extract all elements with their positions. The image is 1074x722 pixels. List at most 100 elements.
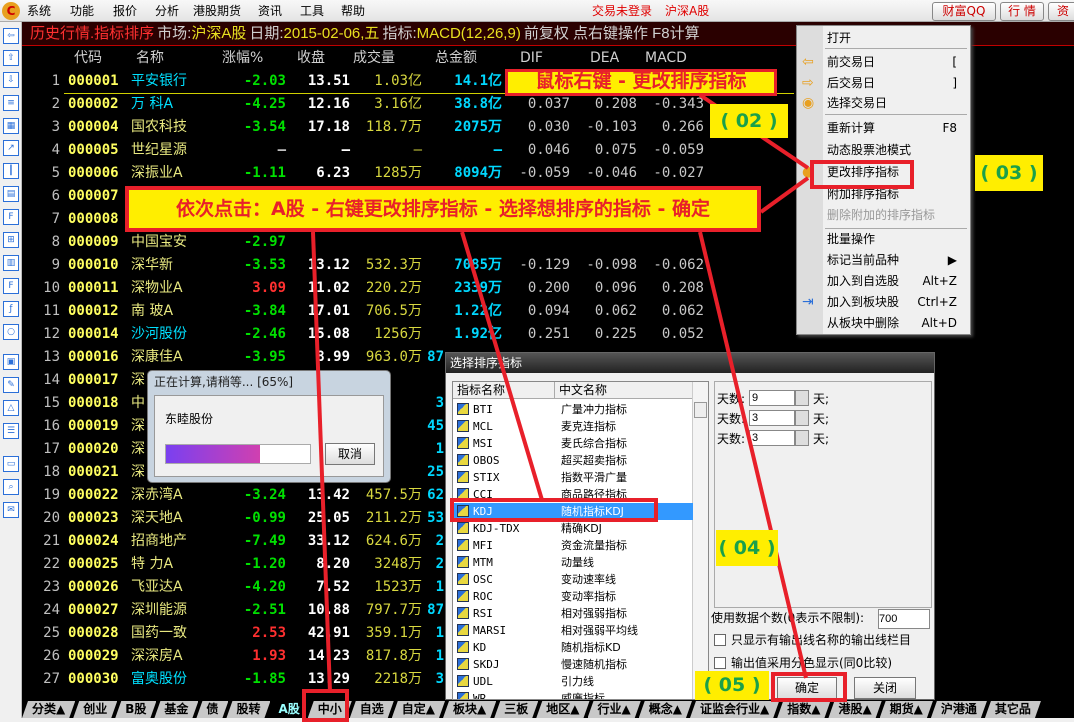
- indicator-item[interactable]: MCL 麦克连指标: [453, 418, 693, 435]
- close-button[interactable]: 关闭: [854, 677, 916, 699]
- col-header-2[interactable]: 涨幅%: [222, 50, 264, 66]
- col-header-7[interactable]: DEA: [590, 50, 620, 66]
- tab-10[interactable]: 板块▲: [443, 701, 496, 718]
- context-menu-item[interactable]: 附加排序指标: [827, 187, 967, 203]
- context-menu-item[interactable]: 从板块中删除 Alt+D: [827, 316, 967, 332]
- up-icon[interactable]: ⇧: [3, 50, 19, 66]
- caifu-qq-button[interactable]: 财富QQ: [932, 2, 996, 21]
- table-row[interactable]: 7 000008: [22, 209, 722, 232]
- col-header-1[interactable]: 名称: [136, 50, 164, 66]
- table-row[interactable]: 13 000016 深康佳A -3.95 8.99 963.0万 87: [22, 347, 722, 370]
- table-row[interactable]: 12 000014 沙河股份 -2.46 15.08 1256万 1.92亿 0.251 0.2…: [22, 324, 722, 347]
- indicator-item[interactable]: SKDJ 慢速随机指标: [453, 656, 693, 673]
- context-menu-item[interactable]: 打开: [827, 31, 967, 47]
- table-row[interactable]: 8 000009 中国宝安 -2.97: [22, 232, 722, 255]
- tab-9[interactable]: 自定▲: [392, 701, 445, 718]
- indicator-item[interactable]: WR 威廉指标: [453, 690, 693, 699]
- tab-5[interactable]: 股转: [226, 701, 270, 718]
- circle-icon[interactable]: ○: [3, 324, 19, 340]
- menu-6[interactable]: 工具: [300, 4, 325, 18]
- indicator-item[interactable]: UDL 引力线: [453, 673, 693, 690]
- table-row[interactable]: 18 000021 深 25: [22, 462, 722, 485]
- indicator-list[interactable]: 指标名称 中文名称 BTI 广量冲力指标 MCL 麦克连指标 MSI 麦氏综合指标 OBOS…: [452, 381, 709, 700]
- table-row[interactable]: 19 000022 深赤湾A -3.24 13.42 457.5万 62: [22, 485, 722, 508]
- table-row[interactable]: 2 000002 万 科A -4.25 12.16 3.16亿 38.8亿 0.037 0.20…: [22, 94, 722, 117]
- col-header-6[interactable]: DIF: [520, 50, 543, 66]
- tab-3[interactable]: 基金: [154, 701, 198, 718]
- indicator-item[interactable]: KDJ-TDX 精确KDJ: [453, 520, 693, 537]
- context-menu-item[interactable]: 批量操作: [827, 232, 967, 248]
- color-output-checkbox[interactable]: [714, 657, 726, 669]
- tab-0[interactable]: 分类▲: [22, 701, 75, 718]
- table-row[interactable]: 4 000005 世纪星源 — — — — 0.046 0.075 -0.059: [22, 140, 722, 163]
- context-menu-item[interactable]: 标记当前品种 ▶: [827, 253, 967, 269]
- window-icon[interactable]: ▤: [3, 186, 19, 202]
- data-count-input[interactable]: [878, 609, 930, 629]
- tab-2[interactable]: B股: [115, 701, 156, 718]
- tab-17[interactable]: 港股▲: [828, 701, 881, 718]
- market-value[interactable]: 沪深A股: [191, 25, 247, 42]
- tab-11[interactable]: 三板: [494, 701, 538, 718]
- note-icon[interactable]: ✉: [3, 502, 19, 518]
- menu-1[interactable]: 功能: [70, 4, 95, 18]
- menu-3[interactable]: 分析: [155, 4, 180, 18]
- tab-7[interactable]: 中小: [308, 701, 352, 718]
- table-row[interactable]: 15 000018 中 3: [22, 393, 722, 416]
- context-menu-item[interactable]: 重新计算 F8: [827, 121, 967, 137]
- tab-13[interactable]: 行业▲: [588, 701, 641, 718]
- table-row[interactable]: 14 000017 深: [22, 370, 722, 393]
- indicator-item[interactable]: MFI 资金流量指标: [453, 537, 693, 554]
- menu-4[interactable]: 港股期货: [193, 4, 242, 18]
- table-row[interactable]: 22 000025 特 力A -1.20 8.20 3248万 2: [22, 554, 722, 577]
- param-spinner[interactable]: [795, 430, 809, 446]
- table-row[interactable]: 5 000006 深振业A -1.11 6.23 1285万 8094万 -0.059 -0.0…: [22, 163, 722, 186]
- tab-6[interactable]: A股: [268, 701, 309, 718]
- clipboard-icon[interactable]: ▥: [3, 255, 19, 271]
- tab-20[interactable]: 其它品: [985, 701, 1041, 718]
- kline-icon[interactable]: ┃: [3, 163, 19, 179]
- context-menu-item[interactable]: 更改排序指标: [827, 165, 967, 181]
- param-spinner[interactable]: [795, 410, 809, 426]
- tab-15[interactable]: 证监会行业▲: [690, 701, 779, 718]
- tab-19[interactable]: 沪港通: [931, 701, 987, 718]
- table-row[interactable]: 11 000012 南 玻A -3.84 17.01 706.5万 1.22亿 0.094 0.…: [22, 301, 722, 324]
- table-row[interactable]: 10 000011 深物业A 3.09 11.02 220.2万 2339万 0.200 0.0…: [22, 278, 722, 301]
- param-input[interactable]: [749, 430, 795, 446]
- param-spinner[interactable]: [795, 390, 809, 406]
- block-icon[interactable]: ▣: [3, 354, 19, 370]
- folder-icon[interactable]: ▭: [3, 456, 19, 472]
- context-menu-item[interactable]: 选择交易日: [827, 96, 967, 112]
- indicator-item[interactable]: MSI 麦氏综合指标: [453, 435, 693, 452]
- tab-18[interactable]: 期货▲: [880, 701, 933, 718]
- menu-2[interactable]: 报价: [113, 4, 138, 18]
- tab-12[interactable]: 地区▲: [536, 701, 589, 718]
- menu-7[interactable]: 帮助: [341, 4, 366, 18]
- col-header-4[interactable]: 成交量: [353, 50, 395, 66]
- info-button[interactable]: 资: [1048, 2, 1074, 21]
- col-header-5[interactable]: 总金额: [435, 50, 477, 66]
- f10-icon[interactable]: F: [3, 209, 19, 225]
- indicator-item[interactable]: RSI 相对强弱指标: [453, 605, 693, 622]
- context-menu-item[interactable]: 加入到自选股 Alt+Z: [827, 274, 967, 290]
- indicator-item[interactable]: MARSI 相对强弱平均线: [453, 622, 693, 639]
- col-header-3[interactable]: 收盘: [297, 50, 325, 66]
- menu-0[interactable]: 系统: [27, 4, 52, 18]
- line-chart-icon[interactable]: ↗: [3, 140, 19, 156]
- date-value[interactable]: 2015-02-06,五: [283, 25, 380, 42]
- list-scrollbar[interactable]: [692, 382, 708, 699]
- table-row[interactable]: 17 000020 深 1: [22, 439, 722, 462]
- context-menu-item[interactable]: 后交易日]: [827, 76, 967, 92]
- table-icon[interactable]: ▦: [3, 118, 19, 134]
- indicator-item[interactable]: KD 随机指标KD: [453, 639, 693, 656]
- indicator-item[interactable]: ROC 变动率指标: [453, 588, 693, 605]
- quote-icon[interactable]: ≡: [3, 95, 19, 111]
- edit-icon[interactable]: ✎: [3, 377, 19, 393]
- col-cn-header[interactable]: 中文名称: [555, 382, 693, 399]
- trade-status[interactable]: 交易未登录: [592, 4, 653, 18]
- table-row[interactable]: 27 000030 富奥股份 -1.85 13.29 2218万 3: [22, 669, 722, 692]
- only-named-lines-checkbox[interactable]: [714, 634, 726, 646]
- tab-14[interactable]: 概念▲: [639, 701, 692, 718]
- search-icon[interactable]: ⌕: [3, 479, 19, 495]
- tab-4[interactable]: 债: [196, 701, 228, 718]
- market-label[interactable]: 沪深A股: [665, 4, 710, 18]
